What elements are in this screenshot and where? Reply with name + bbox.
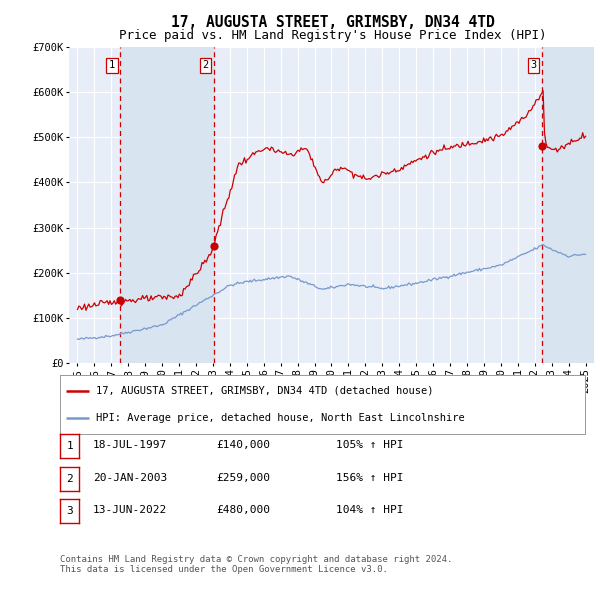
Text: 13-JUN-2022: 13-JUN-2022 <box>93 506 167 515</box>
Text: HPI: Average price, detached house, North East Lincolnshire: HPI: Average price, detached house, Nort… <box>96 413 464 422</box>
Text: 1: 1 <box>66 441 73 451</box>
Text: 3: 3 <box>66 506 73 516</box>
Text: £480,000: £480,000 <box>216 506 270 515</box>
Bar <box>121 47 214 363</box>
Text: 17, AUGUSTA STREET, GRIMSBY, DN34 4TD (detached house): 17, AUGUSTA STREET, GRIMSBY, DN34 4TD (d… <box>96 386 433 395</box>
Text: 3: 3 <box>530 60 537 70</box>
Text: £140,000: £140,000 <box>216 441 270 450</box>
Point <box>209 241 218 251</box>
Text: 105% ↑ HPI: 105% ↑ HPI <box>336 441 404 450</box>
Text: 17, AUGUSTA STREET, GRIMSBY, DN34 4TD: 17, AUGUSTA STREET, GRIMSBY, DN34 4TD <box>171 15 495 30</box>
Text: 2: 2 <box>66 474 73 484</box>
Text: 20-JAN-2003: 20-JAN-2003 <box>93 473 167 483</box>
Text: 18-JUL-1997: 18-JUL-1997 <box>93 441 167 450</box>
Bar <box>542 47 594 363</box>
Point <box>538 142 547 151</box>
Text: Price paid vs. HM Land Registry's House Price Index (HPI): Price paid vs. HM Land Registry's House … <box>119 30 547 42</box>
Text: Contains HM Land Registry data © Crown copyright and database right 2024.
This d: Contains HM Land Registry data © Crown c… <box>60 555 452 574</box>
Text: 1: 1 <box>109 60 115 70</box>
Text: £259,000: £259,000 <box>216 473 270 483</box>
Text: 156% ↑ HPI: 156% ↑ HPI <box>336 473 404 483</box>
Text: 104% ↑ HPI: 104% ↑ HPI <box>336 506 404 515</box>
Point <box>116 295 125 304</box>
Text: 2: 2 <box>202 60 208 70</box>
